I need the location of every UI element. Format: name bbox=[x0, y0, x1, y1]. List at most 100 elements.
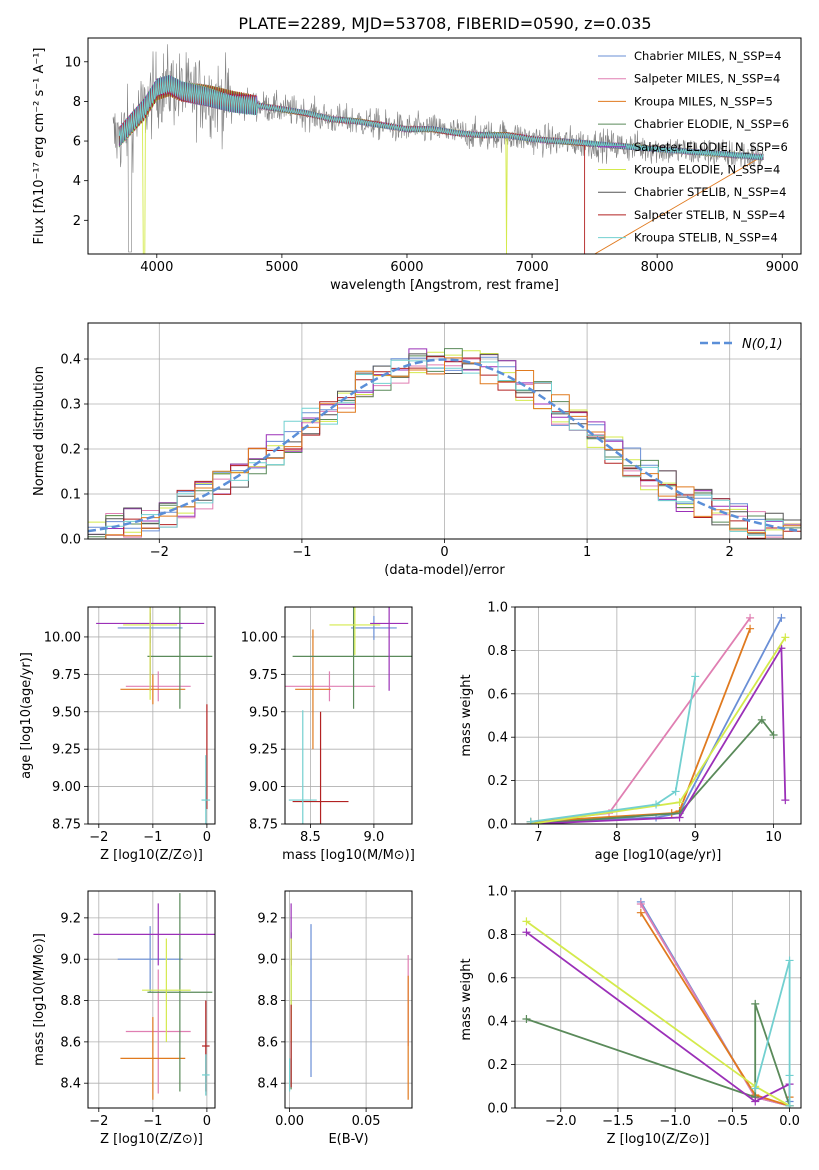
axes-age_vs_Z: −2 −1 0 8.75 9.00 9.25 9.50 9.75 10.00 Z [log10(Z… bbox=[19, 606, 216, 863]
mass-weight-marker bbox=[526, 817, 535, 824]
x-tick-label: 4000 bbox=[140, 260, 173, 275]
mass-weight-marker bbox=[522, 1015, 531, 1024]
mass-weight-series bbox=[525, 931, 791, 1106]
legend-label: N(0,1) bbox=[742, 337, 783, 352]
x-tick-label: 0 bbox=[203, 830, 211, 845]
mass-weight-series bbox=[525, 920, 791, 1107]
x-tick-label: −1 bbox=[143, 1114, 162, 1129]
plot-area-spectrum bbox=[112, 44, 764, 254]
y-tick-label: 0.0 bbox=[487, 1102, 508, 1117]
x-tick-label: 9000 bbox=[766, 260, 799, 275]
x-tick-label: 8 bbox=[613, 830, 621, 845]
plot-area-age_vs_Z bbox=[96, 607, 213, 824]
y-tick-label: 0.3 bbox=[60, 398, 81, 413]
y-tick-label: 8.75 bbox=[249, 818, 278, 833]
plot-area-weight_vs_age bbox=[526, 613, 790, 824]
mass-weight-series bbox=[530, 628, 751, 823]
y-tick-label: 4 bbox=[73, 174, 81, 189]
legend-label: Kroupa MILES, N_SSP=5 bbox=[634, 94, 773, 108]
x-axis-label: wavelength [Angstrom, rest frame] bbox=[330, 278, 559, 293]
mass-weight-marker bbox=[785, 956, 794, 965]
y-tick-label: 8.8 bbox=[60, 994, 81, 1009]
y-tick-label: 0.8 bbox=[487, 644, 508, 659]
mass-weight-marker bbox=[675, 813, 684, 822]
x-axis-label: (data-model)/error bbox=[384, 563, 505, 578]
axes-weight_vs_Z: −2.0 −1.5 −1.0 −0.5 0.0 0.0 0.2 0.4 0.6 0.8 1.0 Z [… bbox=[459, 885, 802, 1147]
legend-label: Salpeter STELIB, N_SSP=4 bbox=[634, 208, 785, 222]
x-tick-label: 9.0 bbox=[364, 830, 385, 845]
mass-weight-series bbox=[530, 718, 775, 824]
y-tick-label: 9.75 bbox=[249, 668, 278, 683]
plot-area-age_vs_mass bbox=[285, 607, 412, 824]
plot-area-weight_vs_Z bbox=[522, 897, 794, 1108]
x-tick-label: 8000 bbox=[641, 260, 674, 275]
x-tick-label: 7000 bbox=[516, 260, 549, 275]
y-tick-label: 10.00 bbox=[44, 630, 81, 645]
y-tick-label: 0.4 bbox=[487, 1015, 508, 1030]
y-tick-label: 8.6 bbox=[257, 1035, 278, 1050]
x-tick-label: 0.0 bbox=[779, 1114, 800, 1129]
x-tick-label: 8.5 bbox=[300, 830, 321, 845]
mass-weight-series bbox=[530, 617, 783, 823]
mass-weight-marker bbox=[746, 624, 755, 633]
mass-weight-marker bbox=[671, 787, 680, 796]
y-tick-label: 8 bbox=[73, 95, 81, 110]
legend-label: Chabrier STELIB, N_SSP=4 bbox=[634, 185, 786, 199]
plot-area-mass_vs_Z bbox=[93, 893, 215, 1100]
legend-label: Chabrier MILES, N_SSP=4 bbox=[634, 49, 781, 63]
y-tick-label: 0.4 bbox=[487, 731, 508, 746]
y-tick-label: 6 bbox=[73, 135, 81, 150]
y-axis-label: mass [log10(M/M⊙)] bbox=[32, 933, 47, 1066]
x-axis-label: E(B-V) bbox=[328, 1132, 368, 1147]
x-tick-label: 10 bbox=[765, 830, 782, 845]
normal-distribution-curve bbox=[88, 358, 801, 533]
mass-weight-marker bbox=[751, 1097, 760, 1106]
x-tick-label: 9 bbox=[691, 830, 699, 845]
y-tick-label: 9.25 bbox=[249, 743, 278, 758]
x-axis-label: Z [log10(Z/Z⊙)] bbox=[100, 848, 203, 863]
y-tick-label: 0.6 bbox=[487, 971, 508, 986]
y-tick-label: 8.75 bbox=[52, 818, 81, 833]
y-tick-label: 0.8 bbox=[487, 928, 508, 943]
mass-weight-marker bbox=[757, 715, 766, 724]
mass-weight-marker bbox=[746, 613, 755, 622]
y-tick-label: 0.0 bbox=[60, 533, 81, 548]
y-tick-label: 0.2 bbox=[60, 443, 81, 458]
figure-title: PLATE=2289, MJD=53708, FIBERID=0590, z=0… bbox=[238, 14, 651, 33]
x-tick-label: −1 bbox=[143, 830, 162, 845]
y-tick-label: 0.6 bbox=[487, 687, 508, 702]
x-tick-label: 5000 bbox=[265, 260, 298, 275]
x-tick-label: −2 bbox=[89, 1114, 108, 1129]
x-tick-label: −1.0 bbox=[659, 1114, 691, 1129]
mass-weight-marker bbox=[777, 613, 786, 622]
x-axis-label: Z [log10(Z/Z⊙)] bbox=[607, 1132, 710, 1147]
mass-weight-series bbox=[754, 960, 791, 1106]
y-tick-label: 0.0 bbox=[487, 818, 508, 833]
mass-weight-series bbox=[640, 901, 791, 1107]
y-axis-label: age [log10(age/yr)] bbox=[19, 652, 34, 779]
x-tick-label: 0.00 bbox=[275, 1114, 304, 1129]
residual-histogram-series bbox=[88, 357, 801, 539]
mass-weight-marker bbox=[675, 798, 684, 807]
x-tick-label: 0 bbox=[440, 545, 448, 560]
y-tick-label: 9.25 bbox=[52, 743, 81, 758]
model-spectrum-line bbox=[118, 78, 586, 254]
axes-residuals: −2 −1 0 1 2 0.0 0.1 0.2 0.3 0.4 (data-model)/error… bbox=[32, 322, 802, 578]
plot-area-mass_vs_ebv bbox=[288, 903, 409, 1100]
mass-weight-marker bbox=[691, 672, 700, 681]
axes-frame bbox=[87, 606, 216, 825]
y-tick-label: 0.2 bbox=[487, 1058, 508, 1073]
mass-weight-marker bbox=[751, 999, 760, 1008]
plots-layer: 4000 5000 6000 7000 8000 9000 2 4 6 8 10 wavelength… bbox=[19, 37, 802, 1147]
model-spectrum-line bbox=[118, 75, 764, 160]
y-tick-label: 2 bbox=[73, 214, 81, 229]
mass-weight-marker bbox=[785, 1071, 794, 1080]
y-tick-label: 10 bbox=[64, 55, 81, 70]
x-tick-label: 6000 bbox=[390, 260, 423, 275]
legend-label: Chabrier ELODIE, N_SSP=6 bbox=[634, 117, 789, 131]
legend-label: Salpeter MILES, N_SSP=4 bbox=[634, 72, 780, 86]
y-tick-label: 8.4 bbox=[257, 1077, 278, 1092]
y-tick-label: 8.8 bbox=[257, 994, 278, 1009]
y-axis-label: mass weight bbox=[459, 958, 474, 1040]
